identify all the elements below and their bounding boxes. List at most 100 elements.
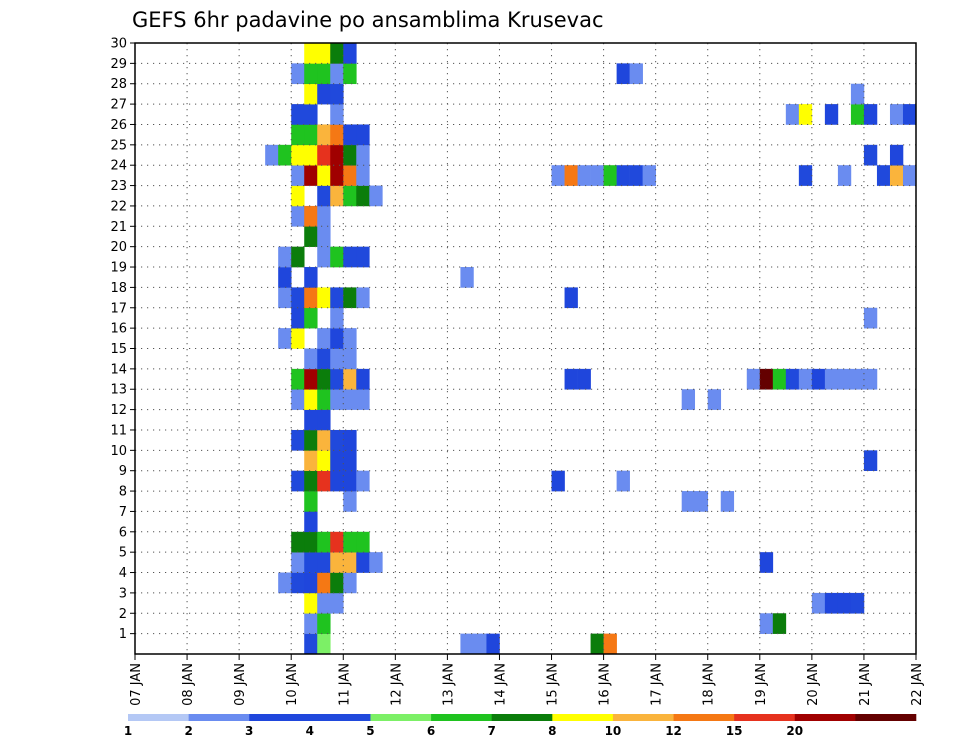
legend-label: 6 (427, 724, 435, 738)
heatmap-cell (850, 592, 865, 614)
heatmap-cell (317, 287, 331, 309)
heatmap-cell (291, 124, 305, 146)
heatmap-cell (317, 144, 331, 166)
heatmap-cell (902, 165, 917, 186)
heatmap-cell (304, 592, 318, 614)
heatmap-cell (343, 246, 357, 268)
heatmap-cell (811, 592, 826, 614)
heatmap-cell (317, 592, 331, 614)
y-axis-ticks: 1234567891011121314151617181920212223242… (110, 37, 135, 642)
heatmap-cell (486, 633, 500, 655)
heatmap-cell (304, 104, 318, 125)
legend-swatch (734, 714, 796, 721)
heatmap-cell (564, 368, 578, 390)
heatmap-cell (707, 389, 722, 410)
heatmap-cell (343, 144, 357, 166)
heatmap-cell (798, 165, 813, 186)
legend-swatch (309, 714, 371, 721)
y-tick-label: 22 (110, 199, 127, 214)
heatmap-cell (577, 368, 591, 390)
heatmap-cell (772, 613, 787, 634)
legend-label: 15 (726, 724, 743, 738)
heatmap-cell (603, 165, 617, 186)
x-tick-label: 12 JAN (389, 663, 404, 706)
heatmap-cell (330, 165, 344, 186)
heatmap-cell (304, 572, 318, 594)
heatmap-cell (343, 165, 357, 186)
y-tick-label: 12 (110, 403, 127, 418)
heatmap-cell (330, 328, 344, 349)
y-tick-label: 10 (110, 444, 127, 459)
legend-label: 10 (605, 724, 622, 738)
heatmap-cell (356, 368, 370, 390)
heatmap-cell (850, 83, 865, 105)
y-tick-label: 2 (119, 607, 127, 622)
x-tick-label: 17 JAN (650, 663, 665, 706)
heatmap-cell (369, 552, 383, 573)
heatmap-cell (317, 450, 331, 471)
heatmap-cell (291, 185, 305, 207)
heatmap-cell (304, 633, 318, 655)
heatmap-cell (291, 104, 305, 125)
heatmap-cell (356, 552, 370, 573)
legend-label: 8 (548, 724, 556, 738)
x-tick-label: 15 JAN (546, 663, 561, 706)
x-tick-label: 18 JAN (702, 663, 717, 706)
heatmap-cell (291, 307, 305, 329)
heatmap-cells (265, 43, 917, 655)
heatmap-cell (317, 246, 331, 268)
heatmap-cell (590, 633, 604, 655)
y-tick-label: 9 (119, 464, 127, 479)
heatmap-cell (798, 368, 813, 390)
y-tick-label: 30 (110, 37, 127, 52)
heatmap-cell (291, 328, 305, 349)
heatmap-cell (317, 205, 331, 227)
legend-label: 1 (124, 724, 132, 738)
heatmap-cell (356, 185, 370, 207)
legend-swatch (249, 714, 311, 721)
x-tick-label: 14 JAN (493, 663, 508, 706)
heatmap-cell (356, 246, 370, 268)
heatmap-cell (304, 389, 318, 410)
heatmap-cell (759, 613, 774, 634)
heatmap-cell (304, 470, 318, 492)
y-tick-label: 20 (110, 240, 127, 255)
heatmap-cell (759, 552, 774, 573)
heatmap-cell (824, 592, 839, 614)
heatmap-cell (889, 104, 904, 125)
heatmap-cell (317, 368, 331, 390)
heatmap-cell (304, 511, 318, 533)
heatmap-cell (343, 287, 357, 309)
heatmap-cell (616, 470, 630, 492)
y-tick-label: 4 (119, 566, 127, 581)
heatmap-cell (460, 267, 474, 288)
heatmap-cell (629, 165, 643, 186)
legend-label: 2 (184, 724, 192, 738)
legend-swatch (188, 714, 250, 721)
heatmap-cell (304, 491, 318, 512)
heatmap-cell (330, 287, 344, 309)
heatmap-cell (317, 83, 331, 105)
heatmap-cell (343, 328, 357, 349)
heatmap-cell (343, 63, 357, 85)
heatmap-cell (278, 144, 292, 166)
heatmap-cell (304, 531, 318, 553)
heatmap-cell (317, 409, 331, 431)
heatmap-cell (291, 531, 305, 553)
heatmap-cell (317, 389, 331, 410)
heatmap-cell (291, 552, 305, 573)
color-legend: 1 2 3 4 5 6 7 8 10 12 15 20 (124, 714, 917, 738)
heatmap-cell (590, 165, 604, 186)
heatmap-cell (330, 246, 344, 268)
heatmap-cell (330, 104, 344, 125)
heatmap-cell (356, 287, 370, 309)
heatmap-cell (343, 368, 357, 390)
y-tick-label: 28 (110, 77, 127, 92)
heatmap-cell (291, 287, 305, 309)
heatmap-cell (356, 144, 370, 166)
heatmap-cell (629, 63, 643, 85)
heatmap-cell (304, 124, 318, 146)
heatmap-cell (837, 165, 852, 186)
x-tick-label: 19 JAN (754, 663, 769, 706)
